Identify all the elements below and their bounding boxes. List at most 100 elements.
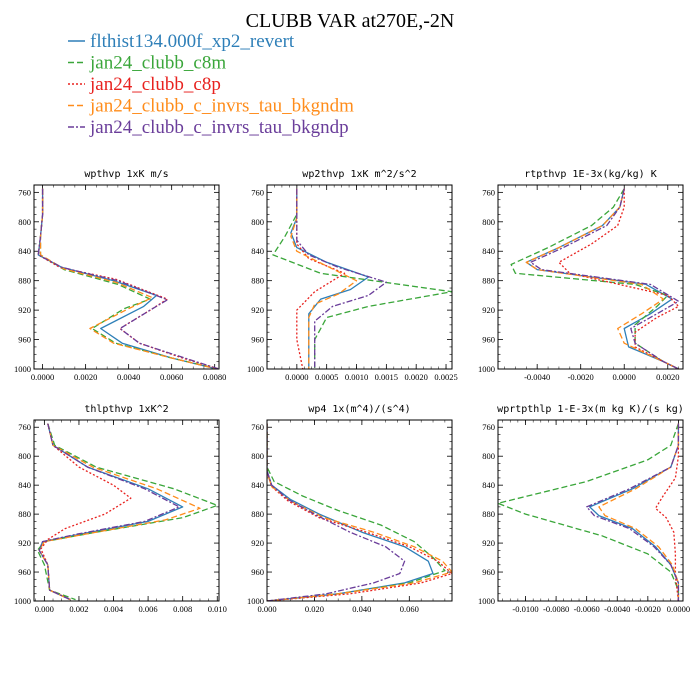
x-tick-label: 0.010 [208, 604, 227, 614]
y-tick-label: 880 [18, 509, 31, 519]
y-tick-label: 960 [251, 567, 264, 577]
y-tick-label: 960 [18, 567, 31, 577]
x-tick-label: 0.0000 [613, 372, 636, 382]
x-tick-label: 0.0020 [74, 372, 97, 382]
legend-entry: jan24_clubb_c8p [68, 74, 221, 95]
x-tick-label: 0.0040 [117, 372, 140, 382]
plot-frame [33, 184, 220, 370]
y-tick-label: 960 [18, 335, 31, 345]
series-line [272, 188, 452, 369]
series-line [38, 423, 201, 601]
y-tick-label: 960 [482, 567, 495, 577]
series-group [37, 188, 219, 369]
x-tick-label: -0.0040 [604, 604, 630, 614]
series-group [498, 423, 680, 601]
y-tick-label: 920 [251, 305, 264, 315]
series-line [296, 188, 388, 369]
x-tick-label: -0.0060 [574, 604, 600, 614]
series-line [267, 423, 452, 601]
y-tick-label: 840 [482, 480, 495, 490]
series-group [267, 423, 452, 601]
x-tick-label: 0.0000 [285, 372, 308, 382]
x-tick-label: 0.0015 [375, 372, 398, 382]
series-group [510, 188, 680, 369]
x-tick-label: 0.000 [35, 604, 54, 614]
x-tick-label: 0.040 [352, 604, 371, 614]
x-tick-label: 0.060 [400, 604, 419, 614]
y-tick-label: 920 [18, 538, 31, 548]
series-line [39, 188, 219, 369]
series-line [267, 423, 446, 601]
x-tick-label: 0.0020 [656, 372, 679, 382]
panel-title: wp2thvp 1xK m^2/s^2 [302, 169, 416, 180]
y-tick-label: 760 [251, 422, 264, 432]
panel: rtpthvp 1E-3x(kg/kg) K 760 800 840 880 920 960… [478, 169, 684, 382]
y-tick-label: 800 [18, 217, 31, 227]
y-tick-label: 1000 [478, 364, 495, 374]
plot-frame [497, 184, 684, 370]
y-tick-label: 760 [18, 187, 31, 197]
x-tick-label: -0.0100 [512, 604, 538, 614]
x-tick-label: 0.000 [257, 604, 276, 614]
series-line [40, 423, 132, 601]
y-tick-label: 840 [251, 480, 264, 490]
series-line [290, 188, 358, 369]
y-tick-label: 1000 [478, 596, 495, 606]
x-tick-label: -0.0040 [524, 372, 550, 382]
x-tick-label: -0.0080 [543, 604, 569, 614]
legend-label: flthist134.000f_xp2_revert [90, 31, 295, 52]
y-tick-label: 800 [251, 217, 264, 227]
panel-title: wprtpthlp 1-E-3x(m kg K)/(s kg) [497, 404, 684, 415]
legend-entry: flthist134.000f_xp2_revert [68, 31, 295, 52]
panel: wprtpthlp 1-E-3x(m kg K)/(s kg)760 800 840… [478, 404, 690, 614]
panel: thlpthvp 1xK^2 760 800 840 880 920 960 1000 0.00… [14, 404, 227, 614]
x-tick-label: 0.0000 [31, 372, 54, 382]
panel: wpthvp 1xK m/s76080084088092096010000.00… [14, 169, 226, 382]
y-tick-label: 880 [251, 276, 264, 286]
y-tick-label: 760 [18, 422, 31, 432]
plot-frame [266, 419, 453, 602]
x-tick-label: 0.020 [305, 604, 324, 614]
y-tick-label: 760 [482, 187, 495, 197]
x-tick-label: -0.0020 [568, 372, 594, 382]
series-line [267, 423, 406, 601]
y-tick-label: 880 [482, 276, 495, 286]
series-line [267, 423, 434, 601]
legend-label: jan24_clubb_c_invrs_tau_bkgndp [89, 117, 349, 138]
series-line [529, 188, 680, 369]
series-group [272, 188, 452, 369]
series-line [598, 423, 680, 601]
series-line [296, 188, 346, 369]
plot-frame [497, 419, 684, 602]
y-tick-label: 960 [482, 335, 495, 345]
x-tick-label: -0.0020 [635, 604, 661, 614]
series-line [37, 188, 217, 369]
x-tick-label: 0.0010 [345, 372, 368, 382]
y-tick-label: 800 [18, 451, 31, 461]
legend-entry: jan24_clubb_c_invrs_tau_bkgndm [68, 96, 354, 117]
y-tick-label: 1000 [247, 596, 264, 606]
panel-title: wpthvp 1xK m/s [84, 169, 168, 180]
y-tick-label: 760 [482, 422, 495, 432]
series-line [37, 188, 219, 369]
series-line [558, 188, 680, 369]
x-tick-label: 0.0020 [405, 372, 428, 382]
y-tick-label: 1000 [14, 364, 31, 374]
y-tick-label: 880 [18, 276, 31, 286]
series-line [586, 423, 680, 601]
x-tick-label: 0.0025 [434, 372, 457, 382]
y-tick-label: 880 [482, 509, 495, 519]
y-tick-label: 920 [482, 305, 495, 315]
y-tick-label: 1000 [247, 364, 264, 374]
panel-title: thlpthvp 1xK^2 [84, 404, 168, 415]
legend-label: jan24_clubb_c_invrs_tau_bkgndm [89, 96, 354, 117]
series-line [510, 188, 679, 369]
x-tick-label: 0.0005 [315, 372, 338, 382]
y-tick-label: 1000 [14, 596, 31, 606]
series-line [36, 423, 218, 601]
y-tick-label: 920 [251, 538, 264, 548]
y-tick-label: 840 [251, 246, 264, 256]
legend-label: jan24_clubb_c8m [89, 53, 226, 74]
plot-frame [33, 419, 220, 602]
